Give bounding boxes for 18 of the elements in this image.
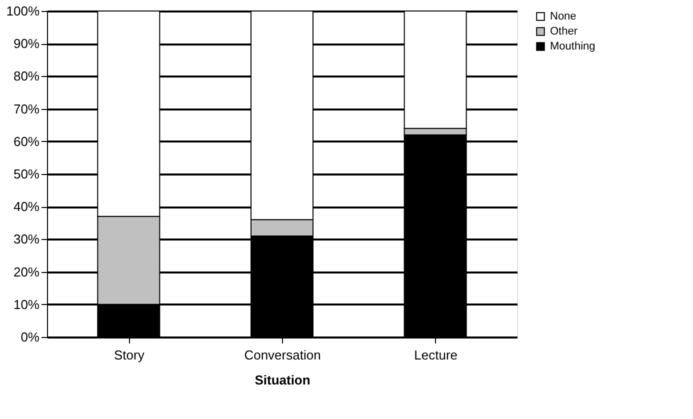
x-tick-label: Story	[114, 348, 145, 362]
y-tick-label: 100%	[6, 4, 40, 18]
y-tick-label: 90%	[13, 36, 40, 52]
legend-label: Other	[550, 26, 578, 38]
y-tick-label: 50%	[13, 166, 40, 182]
y-tick-label: 20%	[13, 264, 40, 280]
x-tick-label: Lecture	[414, 348, 458, 362]
y-tick-label: 0%	[20, 330, 40, 344]
y-tick-label: 70%	[13, 101, 40, 116]
y-tick-label: 30%	[13, 232, 40, 247]
y-tick-label: 10%	[13, 296, 40, 312]
x-axis-title: Situation	[254, 372, 310, 388]
y-tick-label: 80%	[13, 68, 40, 84]
legend-label: None	[550, 10, 576, 22]
y-tick-label: 60%	[13, 134, 40, 149]
x-tick-label: Conversation	[244, 348, 321, 362]
y-tick-label: 40%	[13, 199, 40, 214]
legend-label: Mouthing	[550, 40, 596, 52]
